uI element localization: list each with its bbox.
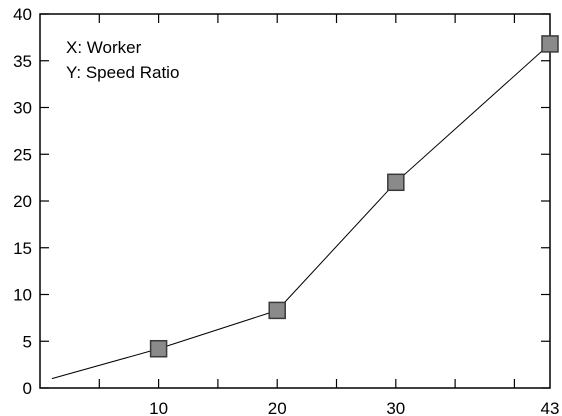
data-point-marker (268, 301, 286, 320)
y-tick-label: 0 (23, 379, 32, 398)
series-layer (51, 35, 559, 380)
y-tick-label: 40 (13, 5, 32, 24)
x-tick-label: 20 (268, 399, 287, 416)
y-tick-label: 10 (13, 286, 32, 305)
y-tick-label: 15 (13, 239, 32, 258)
x-tick-label: 43 (541, 399, 560, 416)
tick-labels: 0 5 10 15 20 25 30 35 40 10 20 30 43 (13, 5, 559, 416)
x-tick-label: 10 (149, 399, 168, 416)
y-tick-label: 35 (13, 52, 32, 71)
data-point-marker (541, 35, 559, 53)
y-tick-label: 25 (13, 145, 32, 164)
data-point-marker (149, 339, 168, 358)
y-tick-label: 20 (13, 192, 32, 211)
annotation-y-label: Y: Speed Ratio (66, 63, 179, 82)
x-tick-label: 30 (386, 399, 405, 416)
y-tick-label: 5 (23, 332, 32, 351)
y-tick-label: 30 (13, 99, 32, 118)
annotation-x-label: X: Worker (66, 38, 142, 57)
data-point-marker (387, 173, 405, 192)
axis-ticks (40, 13, 550, 389)
series-line (51, 43, 551, 380)
